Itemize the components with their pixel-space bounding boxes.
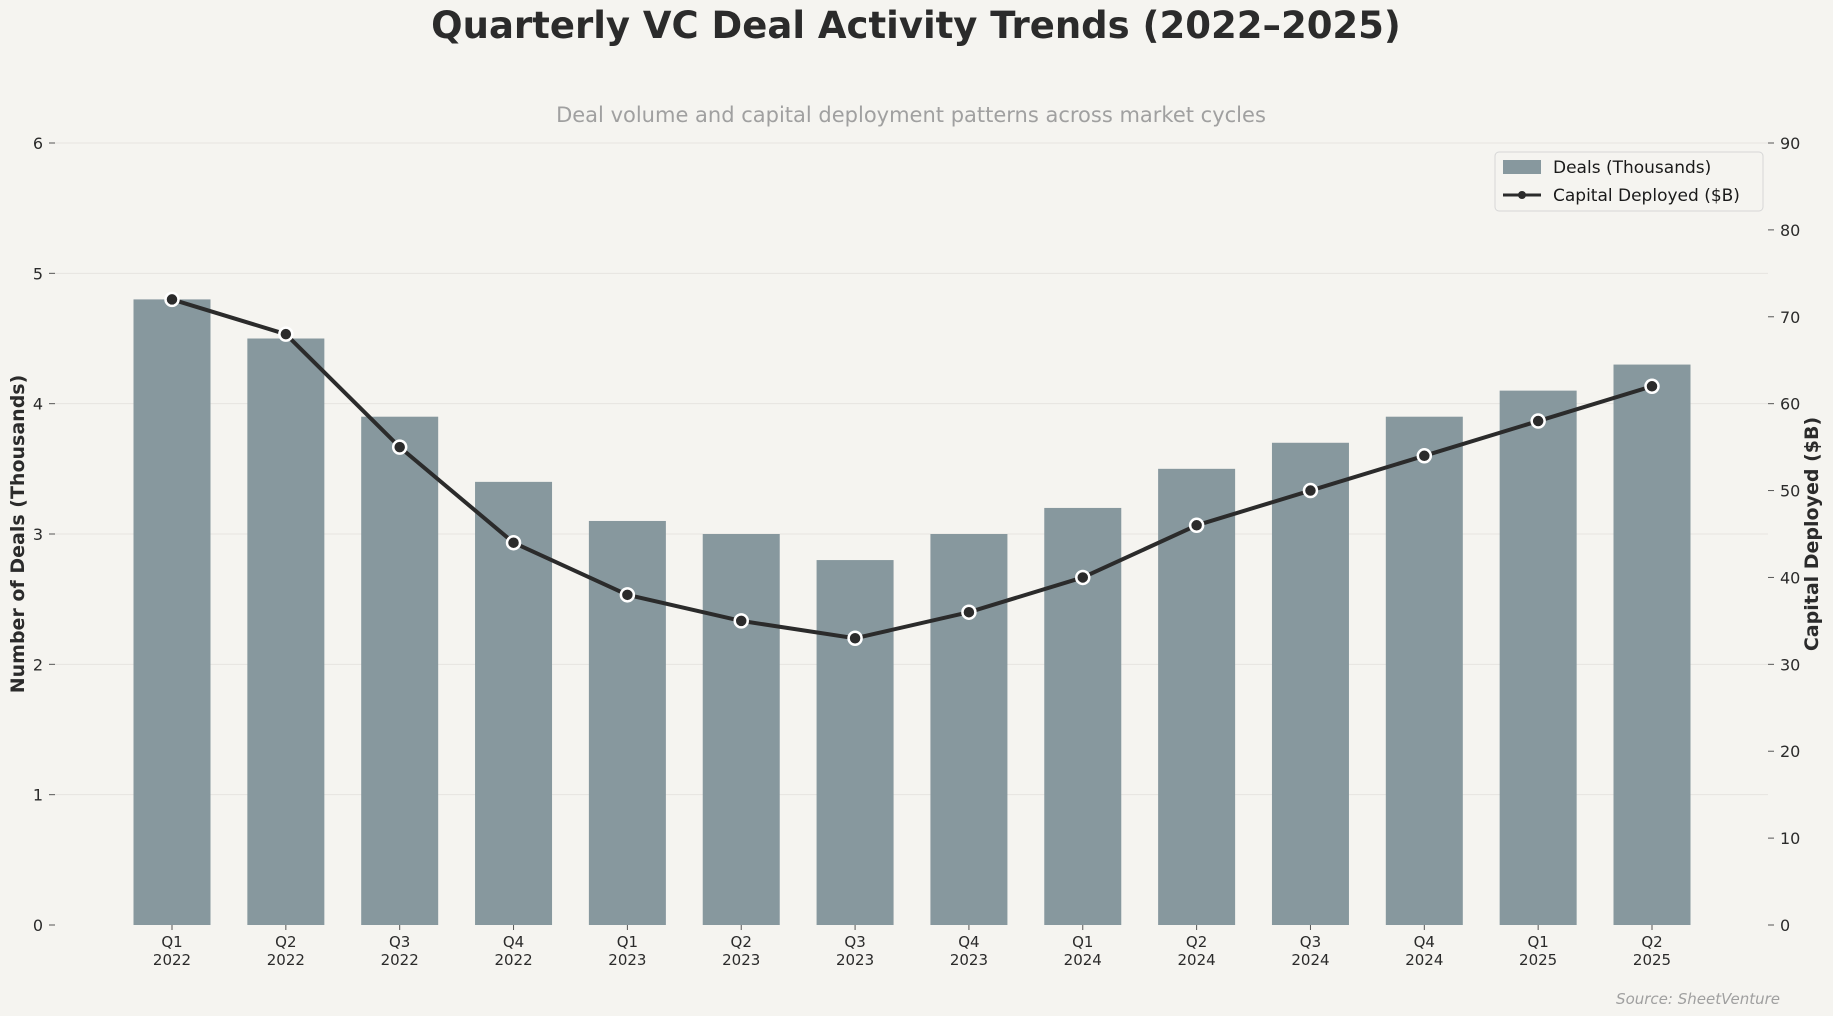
x-tick-label-quarter: Q3 [1300, 933, 1321, 951]
legend-label-capital: Capital Deployed ($B) [1553, 186, 1740, 206]
x-tick-label-quarter: Q1 [161, 933, 182, 951]
point-capital [1416, 448, 1433, 464]
x-tick-label-year: 2024 [1405, 951, 1443, 969]
point-capital [1644, 378, 1660, 395]
point-capital [278, 326, 294, 342]
bar-deals [1158, 468, 1236, 925]
y-tick-label-right: 30 [1780, 655, 1800, 674]
x-tick-label-year: 2023 [836, 951, 874, 969]
bar-deals [930, 534, 1008, 925]
point-capital [961, 604, 977, 620]
source-note: Source: SheetVenture [1616, 990, 1780, 1008]
point-capital [847, 630, 863, 647]
x-tick-label-quarter: Q4 [958, 933, 979, 951]
bar-deals [1385, 416, 1463, 925]
chart-title: Quarterly VC Deal Activity Trends (2022–… [431, 4, 1401, 47]
y-tick-label-left: 2 [33, 655, 43, 674]
point-capital [1188, 517, 1205, 534]
y-tick-label-right: 70 [1780, 308, 1800, 327]
bar-deals [361, 416, 439, 925]
y-tick-label-left: 0 [33, 916, 43, 935]
y-tick-label-right: 0 [1780, 916, 1790, 935]
bar-deals [1613, 364, 1691, 926]
y-axis-label-right: Capital Deployed ($B) [1801, 417, 1823, 651]
bar-deals [816, 560, 894, 925]
bar-deals [1271, 442, 1349, 925]
y-tick-label-left: 3 [33, 525, 43, 544]
x-tick-label-quarter: Q1 [617, 933, 638, 951]
x-tick-label-quarter: Q1 [1527, 933, 1548, 951]
x-tick-label-year: 2025 [1519, 951, 1557, 969]
x-tick-label-quarter: Q1 [1072, 933, 1093, 951]
y-tick-label-right: 10 [1780, 829, 1800, 848]
y-tick-label-right: 90 [1780, 134, 1800, 153]
x-tick-label-year: 2023 [722, 951, 760, 969]
x-tick-label-year: 2024 [1064, 951, 1102, 969]
chart-subtitle: Deal volume and capital deployment patte… [556, 103, 1266, 127]
y-tick-label-right: 50 [1780, 482, 1800, 501]
x-tick-label-year: 2022 [381, 951, 419, 969]
y-tick-label-left: 5 [33, 264, 43, 283]
x-tick-label-year: 2023 [608, 951, 646, 969]
point-capital [1075, 569, 1091, 586]
x-tick-label-quarter: Q3 [844, 933, 865, 951]
y-tick-label-right: 40 [1780, 568, 1800, 587]
bar-deals [247, 338, 325, 925]
x-tick-label-year: 2024 [1178, 951, 1216, 969]
x-tick-label-quarter: Q2 [1186, 933, 1207, 951]
point-capital [619, 587, 636, 603]
point-capital [164, 291, 180, 308]
bar-deals [133, 299, 211, 925]
point-capital [1302, 482, 1319, 499]
x-tick-label-year: 2023 [950, 951, 988, 969]
y-tick-label-right: 80 [1780, 221, 1800, 240]
y-tick-label-right: 20 [1780, 742, 1800, 761]
legend: Deals (Thousands) Capital Deployed ($B) [1494, 151, 1764, 212]
bar-deals [1499, 390, 1577, 926]
bar-deals [702, 534, 780, 925]
x-tick-label-year: 2022 [153, 951, 191, 969]
point-capital [733, 613, 749, 629]
legend-marker-capital [1518, 191, 1526, 199]
point-capital [505, 534, 522, 551]
y-tick-label-left: 4 [33, 395, 43, 414]
point-capital [1530, 413, 1546, 429]
y-tick-label-right: 60 [1780, 395, 1800, 414]
y-axis-label-left: Number of Deals (Thousands) [7, 375, 29, 694]
line-capital [171, 297, 1653, 641]
x-tick-label-quarter: Q4 [1414, 933, 1435, 951]
legend-label-deals: Deals (Thousands) [1553, 158, 1711, 178]
x-tick-label-year: 2025 [1633, 951, 1671, 969]
y-tick-label-left: 1 [33, 786, 43, 805]
point-capital [391, 439, 408, 455]
x-tick-label-quarter: Q2 [1641, 933, 1662, 951]
x-tick-label-quarter: Q4 [503, 933, 524, 951]
y-tick-label-left: 6 [33, 134, 43, 153]
x-tick-label-quarter: Q3 [389, 933, 410, 951]
x-tick-label-year: 2024 [1291, 951, 1329, 969]
legend-swatch-deals [1503, 160, 1541, 174]
x-tick-label-year: 2022 [494, 951, 532, 969]
x-tick-label-quarter: Q2 [275, 933, 296, 951]
x-tick-label-quarter: Q2 [731, 933, 752, 951]
x-tick-label-year: 2022 [267, 951, 305, 969]
